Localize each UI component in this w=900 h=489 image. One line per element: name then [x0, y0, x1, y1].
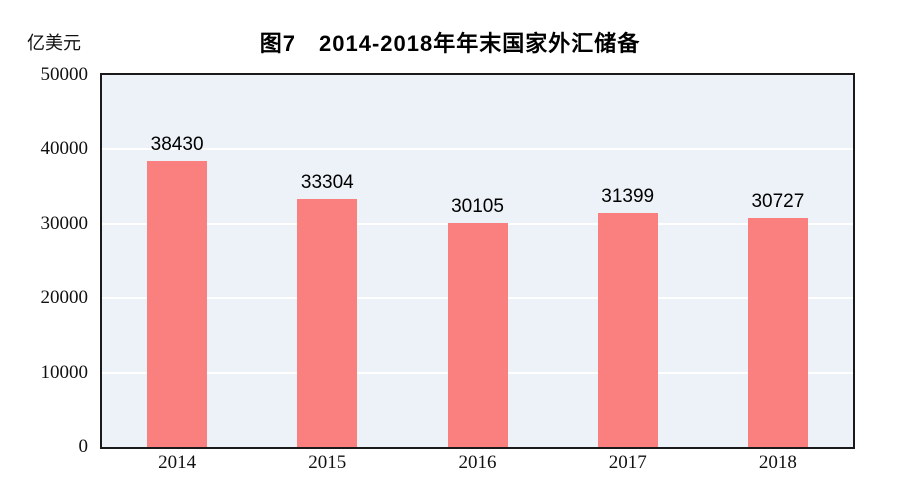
y-tick-label: 50000 [40, 64, 89, 85]
x-tick-label: 2016 [458, 452, 497, 473]
x-tick-label: 2018 [758, 452, 797, 473]
y-tick-label: 40000 [40, 138, 89, 160]
bar-value-label: 38430 [150, 134, 204, 156]
bar-value-label: 30727 [751, 191, 805, 213]
bar-2014 [147, 161, 208, 447]
x-tick-label: 2015 [308, 452, 347, 473]
x-tick-label: 2014 [158, 452, 197, 473]
chart-title: 图7 2014-2018年年末国家外汇储备 [259, 31, 641, 56]
y-axis: 0 10000 20000 30000 40000 50000 [0, 64, 89, 457]
bar-2015 [297, 199, 358, 447]
y-tick-label: 20000 [40, 287, 89, 309]
y-axis-unit-label: 亿美元 [27, 33, 81, 53]
bar-2016 [447, 223, 508, 447]
x-tick-label: 2017 [608, 452, 647, 473]
bar-2018 [747, 218, 808, 447]
bar-value-label: 31399 [601, 186, 655, 208]
bar-value-label: 30105 [451, 196, 504, 218]
x-axis: 2014 2015 2016 2017 2018 [102, 452, 853, 482]
bar-value-label: 33304 [300, 172, 354, 194]
y-tick-label: 30000 [40, 212, 89, 234]
bar-2017 [597, 213, 658, 447]
plot-area: 38430 33304 30105 31399 30727 [100, 73, 855, 449]
y-tick-label: 10000 [40, 361, 89, 383]
y-tick-label: 0 [78, 436, 89, 457]
gridline [102, 148, 853, 151]
